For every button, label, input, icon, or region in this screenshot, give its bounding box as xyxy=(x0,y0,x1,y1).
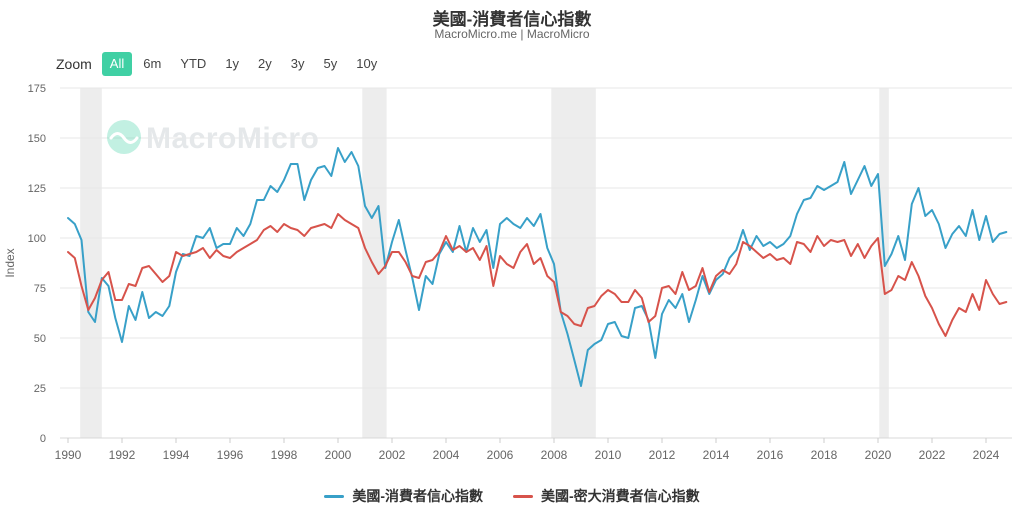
y-tick-label: 0 xyxy=(40,433,46,445)
chart-canvas: 0 25 50 75 100 125 150 175 1990 1992 1994 1996 1998 2… xyxy=(3,83,1012,462)
watermark-text: MacroMicro xyxy=(146,122,319,155)
range-button-all[interactable]: All xyxy=(101,52,133,76)
series-line-1[interactable] xyxy=(67,213,1008,337)
chart-legend: 美國-消費者信心指數 美國-密大消費者信心指數 xyxy=(0,486,1024,506)
y-tick-label: 100 xyxy=(28,233,46,245)
page-title: 美國-消費者信心指數 xyxy=(432,10,592,29)
x-tick-label: 1992 xyxy=(109,448,136,462)
x-tick-label: 2014 xyxy=(703,448,730,462)
recession-band xyxy=(80,88,102,438)
macromicro-watermark: MacroMicro xyxy=(107,120,319,155)
x-tick-label: 2008 xyxy=(541,448,568,462)
range-button-6m[interactable]: 6m xyxy=(135,52,169,76)
recession-band xyxy=(551,88,596,438)
legend-label-consumer-confidence: 美國-消費者信心指數 xyxy=(352,488,483,504)
range-button-1y[interactable]: 1y xyxy=(217,52,247,76)
y-tick-label: 75 xyxy=(34,283,46,295)
y-tick-label: 150 xyxy=(28,133,46,145)
x-tick-label: 2006 xyxy=(487,448,514,462)
legend-swatch-red xyxy=(513,494,533,498)
x-tick-label: 2018 xyxy=(811,448,838,462)
x-tick-label: 2010 xyxy=(595,448,622,462)
y-tick-label: 125 xyxy=(28,183,46,195)
x-tick-label: 2020 xyxy=(865,448,892,462)
x-tick-label: 2000 xyxy=(325,448,352,462)
x-tick-label: 1994 xyxy=(163,448,190,462)
x-tick-label: 1998 xyxy=(271,448,298,462)
y-tick-label: 50 xyxy=(34,333,46,345)
range-button-10y[interactable]: 10y xyxy=(348,52,385,76)
x-tick-label: 1990 xyxy=(55,448,82,462)
range-button-3y[interactable]: 3y xyxy=(283,52,313,76)
y-axis-title: Index xyxy=(3,248,17,277)
recession-band xyxy=(362,88,387,438)
x-tick-label: 1996 xyxy=(217,448,244,462)
page-subtitle: MacroMicro.me | MacroMicro xyxy=(434,27,590,41)
wave-glyph xyxy=(109,132,139,144)
y-tick-label: 25 xyxy=(34,383,46,395)
series-line-0[interactable] xyxy=(67,147,1008,387)
x-tick-label: 2022 xyxy=(919,448,946,462)
x-tick-label: 2024 xyxy=(973,448,1000,462)
legend-swatch-blue xyxy=(324,494,345,498)
x-tick-label: 2002 xyxy=(379,448,406,462)
legend-item-umich-sentiment[interactable]: 美國-密大消費者信心指數 xyxy=(513,486,700,506)
range-button-ytd[interactable]: YTD xyxy=(172,52,214,76)
x-tick-label: 2004 xyxy=(433,448,460,462)
x-tick-label: 2016 xyxy=(757,448,784,462)
range-button-2y[interactable]: 2y xyxy=(250,52,280,76)
legend-item-consumer-confidence[interactable]: 美國-消費者信心指數 xyxy=(324,486,483,506)
range-button-5y[interactable]: 5y xyxy=(316,52,346,76)
zoom-label: Zoom xyxy=(56,56,92,72)
legend-label-umich-sentiment: 美國-密大消費者信心指數 xyxy=(541,488,700,504)
y-tick-label: 175 xyxy=(28,83,46,95)
zoom-toolbar: Zoom All 6m YTD 1y 2y 3y 5y 10y xyxy=(56,52,385,76)
x-tick-label: 2012 xyxy=(649,448,676,462)
